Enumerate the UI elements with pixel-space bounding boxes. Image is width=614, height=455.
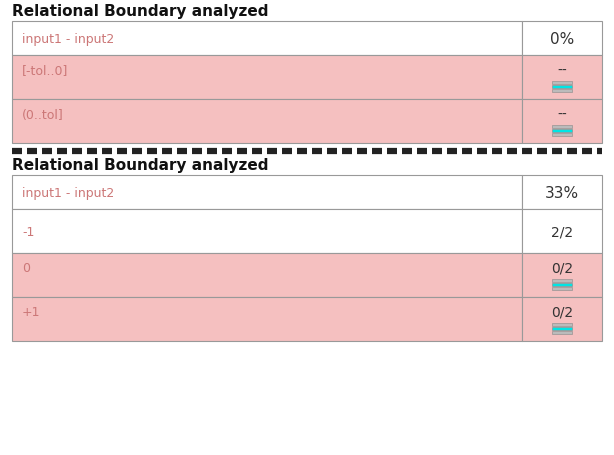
Bar [12, 100, 523, 144]
Bar [523, 210, 602, 253]
Text: (0..tol]: (0..tol] [22, 108, 64, 121]
Bar [552, 327, 572, 330]
Text: input1 - input2: input1 - input2 [22, 186, 114, 199]
Text: input1 - input2: input1 - input2 [22, 32, 114, 46]
Text: 0: 0 [22, 262, 30, 275]
Text: +1: +1 [22, 306, 41, 319]
Bar [523, 56, 602, 100]
Bar [552, 125, 572, 128]
Bar [12, 176, 523, 210]
Bar [523, 22, 602, 56]
Text: Relational Boundary analyzed: Relational Boundary analyzed [12, 157, 268, 172]
Bar [552, 81, 572, 84]
Text: --: -- [558, 108, 567, 122]
Text: 0/2: 0/2 [551, 262, 573, 275]
Text: 0/2: 0/2 [551, 305, 573, 319]
Bar [523, 176, 602, 210]
Text: -1: -1 [22, 225, 34, 238]
Bar [552, 129, 572, 132]
Bar [552, 89, 572, 92]
Bar [552, 283, 572, 286]
Bar [12, 253, 523, 298]
Bar [552, 279, 572, 282]
Text: [-tol..0]: [-tol..0] [22, 64, 68, 77]
Bar [12, 56, 523, 100]
Bar [552, 331, 572, 334]
Bar [523, 253, 602, 298]
Bar [12, 298, 523, 341]
Text: 0%: 0% [550, 31, 574, 46]
Bar [552, 323, 572, 326]
Text: 2/2: 2/2 [551, 224, 573, 238]
Text: Relational Boundary analyzed: Relational Boundary analyzed [12, 4, 268, 19]
Bar [12, 210, 523, 253]
Bar [523, 100, 602, 144]
Bar [552, 287, 572, 290]
Bar [552, 86, 572, 88]
Text: --: -- [558, 64, 567, 78]
Bar [552, 133, 572, 136]
Text: 33%: 33% [545, 185, 579, 200]
Bar [12, 22, 523, 56]
Bar [523, 298, 602, 341]
